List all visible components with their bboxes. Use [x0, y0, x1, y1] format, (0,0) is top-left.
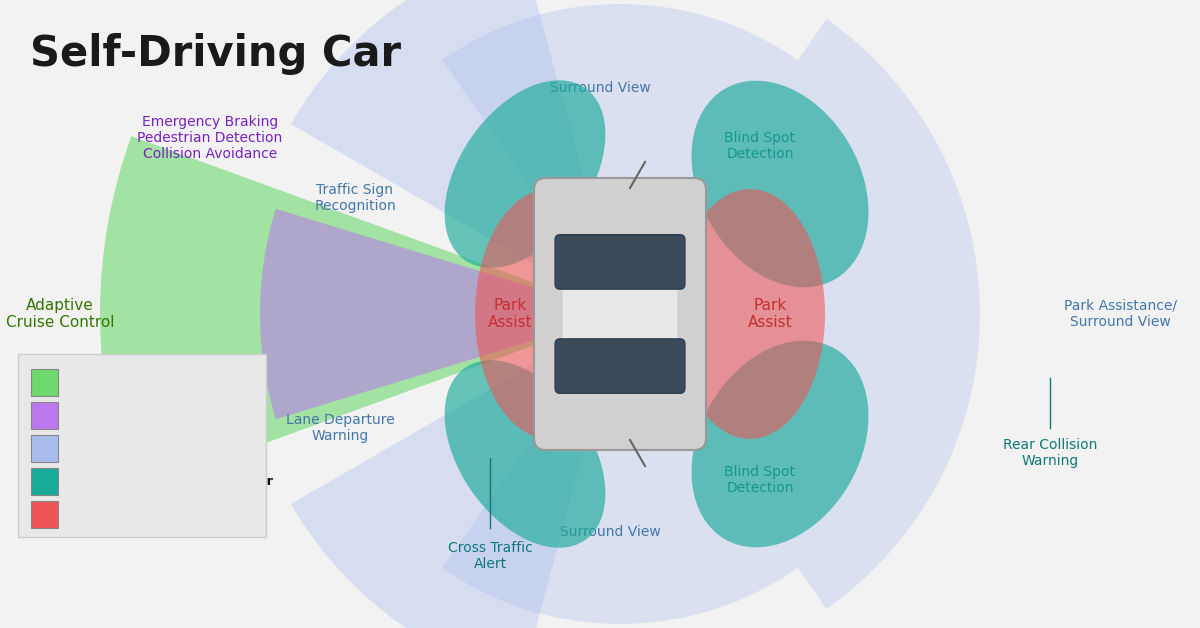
Text: Traffic Sign
Recognition: Traffic Sign Recognition: [314, 183, 396, 213]
Text: Ultrasonic Sensor: Ultrasonic Sensor: [66, 507, 199, 521]
Text: Park
Assist: Park Assist: [487, 298, 533, 330]
Text: Short-Medium Range Radar: Short-Medium Range Radar: [66, 475, 274, 487]
Text: Surround View: Surround View: [550, 81, 650, 95]
Ellipse shape: [691, 340, 869, 548]
Text: Park Assistance/
Surround View: Park Assistance/ Surround View: [1063, 299, 1176, 329]
FancyBboxPatch shape: [31, 402, 58, 429]
FancyBboxPatch shape: [31, 369, 58, 396]
FancyBboxPatch shape: [562, 263, 678, 370]
Text: Self-Driving Car: Self-Driving Car: [30, 33, 401, 75]
Text: Blind Spot
Detection: Blind Spot Detection: [725, 465, 796, 495]
FancyBboxPatch shape: [31, 468, 58, 495]
Wedge shape: [260, 208, 620, 420]
FancyBboxPatch shape: [31, 435, 58, 462]
Text: Adaptive
Cruise Control: Adaptive Cruise Control: [6, 298, 114, 330]
Ellipse shape: [445, 80, 605, 268]
Text: Rear Collision
Warning: Rear Collision Warning: [1003, 438, 1097, 468]
Text: Emergency Braking
Pedestrian Detection
Collision Avoidance: Emergency Braking Pedestrian Detection C…: [137, 115, 283, 161]
FancyBboxPatch shape: [31, 501, 58, 528]
FancyBboxPatch shape: [18, 354, 266, 537]
Text: LIDAR: LIDAR: [66, 408, 112, 421]
FancyBboxPatch shape: [554, 235, 685, 290]
Wedge shape: [290, 314, 620, 628]
Ellipse shape: [475, 189, 625, 439]
Text: Surround View: Surround View: [559, 525, 660, 539]
FancyBboxPatch shape: [554, 338, 685, 393]
Text: Lane Departure
Warning: Lane Departure Warning: [286, 413, 395, 443]
Text: Cross Traffic
Alert: Cross Traffic Alert: [448, 541, 533, 571]
Text: Long-Range Radar: Long-Range Radar: [66, 376, 204, 389]
Ellipse shape: [674, 189, 826, 439]
Wedge shape: [442, 4, 798, 314]
Text: Park
Assist: Park Assist: [748, 298, 792, 330]
Wedge shape: [100, 136, 620, 492]
Wedge shape: [620, 19, 980, 609]
Ellipse shape: [691, 80, 869, 288]
Text: Blind Spot
Detection: Blind Spot Detection: [725, 131, 796, 161]
Ellipse shape: [445, 360, 605, 548]
FancyBboxPatch shape: [534, 178, 706, 450]
Wedge shape: [290, 0, 620, 314]
Wedge shape: [442, 314, 798, 624]
Text: Camera: Camera: [66, 441, 124, 455]
